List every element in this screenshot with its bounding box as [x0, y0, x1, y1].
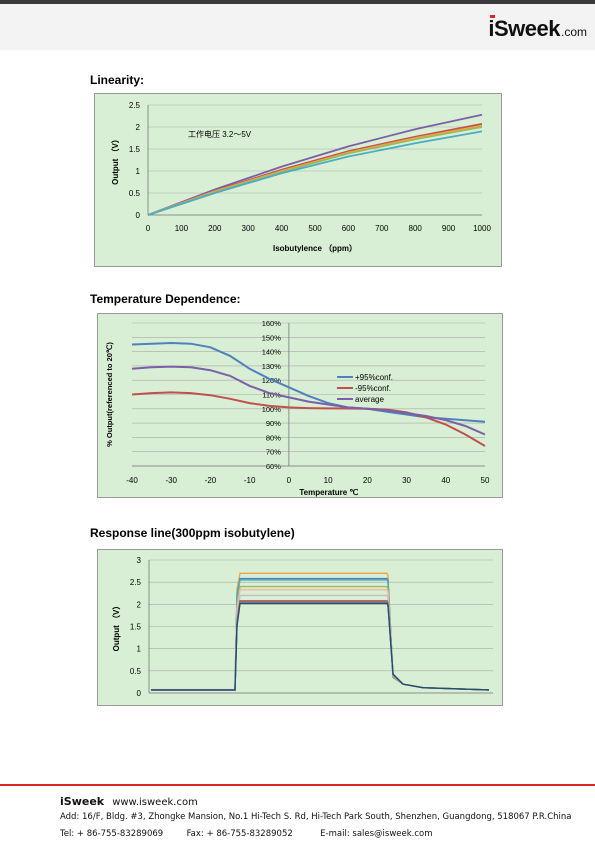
logo-brand: iSweek	[488, 16, 560, 41]
y-tick-label: 2	[136, 123, 141, 132]
y-tick-label: 2	[137, 600, 142, 609]
x-tick-label: 20	[363, 476, 372, 485]
x-tick-label: 10	[324, 476, 333, 485]
x-tick-label: 100	[175, 224, 189, 233]
series-line	[131, 365, 486, 436]
section-title-linearity: Linearity:	[90, 73, 145, 87]
footer-website[interactable]: www.isweek.com	[112, 797, 198, 808]
x-tick-label: 50	[481, 476, 490, 485]
y-tick-label: 90%	[266, 419, 281, 428]
chart-frame	[97, 549, 503, 706]
footer-email[interactable]: E-mail: sales@isweek.com	[320, 829, 433, 839]
x-tick-label: 500	[308, 224, 322, 233]
y-tick-label: 0	[137, 689, 142, 698]
y-tick-label: 150%	[262, 333, 282, 342]
y-tick-label: 1	[137, 645, 142, 654]
y-tick-label: 1	[136, 167, 141, 176]
chart-frame	[94, 93, 502, 267]
y-tick-label: 1.5	[130, 623, 142, 632]
y-tick-label: 0.5	[129, 189, 141, 198]
x-tick-label: 700	[375, 224, 389, 233]
footer-tel: Tel: + 86-755-83289069	[60, 829, 164, 839]
y-tick-label: 0	[136, 211, 141, 220]
x-axis-label: Isobutylence （ppm）	[273, 243, 357, 253]
x-tick-label: -10	[244, 476, 256, 485]
brand-logo: iSweek.com	[488, 15, 587, 42]
legend-label: +95%conf.	[355, 373, 393, 382]
chart-frame	[97, 313, 503, 498]
x-tick-label: 200	[208, 224, 222, 233]
section-title-temperature: Temperature Dependence:	[90, 292, 241, 306]
footer-contacts: Tel: + 86-755-83289069 Fax: + 86-755-832…	[60, 829, 433, 839]
x-axis-label: Temperature ℃	[299, 488, 358, 497]
top-bar	[0, 0, 595, 4]
footer-fax: Fax: + 86-755-83289052	[186, 829, 293, 839]
y-tick-label: 2.5	[130, 578, 142, 587]
y-tick-label: 80%	[266, 433, 281, 442]
y-tick-label: 130%	[262, 362, 282, 371]
logo-accent	[490, 15, 496, 18]
x-tick-label: 800	[409, 224, 423, 233]
y-tick-label: 140%	[262, 348, 282, 357]
x-tick-label: 1000	[473, 224, 491, 233]
series-line	[147, 130, 483, 216]
y-tick-label: 3	[137, 556, 142, 565]
y-tick-label: 110%	[262, 391, 281, 400]
x-tick-label: 0	[287, 476, 292, 485]
x-tick-label: 30	[402, 476, 411, 485]
header-band: iSweek.com	[0, 4, 595, 50]
x-tick-label: -30	[165, 476, 177, 485]
x-tick-label: -40	[126, 476, 138, 485]
x-tick-label: 400	[275, 224, 289, 233]
y-tick-label: 160%	[262, 319, 282, 328]
y-axis-label: % Output(referenced to 20℃)	[105, 342, 114, 447]
chart-annotation: 工作电压 3.2～5V	[188, 129, 252, 139]
series-line	[151, 602, 490, 691]
footer-brand-line: iSweek www.isweek.com	[60, 795, 198, 808]
y-tick-label: 0.5	[130, 667, 142, 676]
series-line	[147, 113, 483, 216]
y-axis-label: Output （V）	[110, 135, 120, 185]
y-tick-label: 70%	[266, 448, 281, 457]
linearity-chart: 0 0.5 1 1.5 2 2.5 0 100 200 300 400 500 600 700 800 900…	[94, 93, 502, 267]
legend-label: -95%conf.	[355, 384, 391, 393]
response-chart: 0 0.5 1 1.5 2 2.5 3 Output （V）	[97, 549, 503, 706]
y-tick-label: 100%	[262, 405, 282, 414]
legend-label: average	[355, 395, 384, 404]
x-tick-label: 600	[342, 224, 356, 233]
section-title-response: Response line(300ppm isobutylene)	[90, 526, 295, 540]
footer-address: Add: 16/F, Bldg. #3, Zhongke Mansion, No…	[60, 812, 572, 822]
x-tick-label: -20	[205, 476, 217, 485]
x-tick-label: 0	[146, 224, 151, 233]
x-tick-label: 300	[242, 224, 256, 233]
series-line	[131, 391, 486, 447]
x-tick-label: 900	[442, 224, 456, 233]
logo-tld: .com	[560, 25, 587, 39]
y-axis-label: Output （V）	[111, 602, 121, 652]
y-tick-label: 60%	[266, 462, 281, 471]
y-tick-label: 2.5	[129, 101, 141, 110]
temperature-chart: 60%70%80%90%100%110%120%130%140%150%160%…	[97, 313, 503, 498]
y-tick-label: 1.5	[129, 145, 141, 154]
x-tick-label: 40	[441, 476, 450, 485]
footer-brand: iSweek	[60, 795, 105, 808]
footer-divider	[0, 784, 595, 786]
